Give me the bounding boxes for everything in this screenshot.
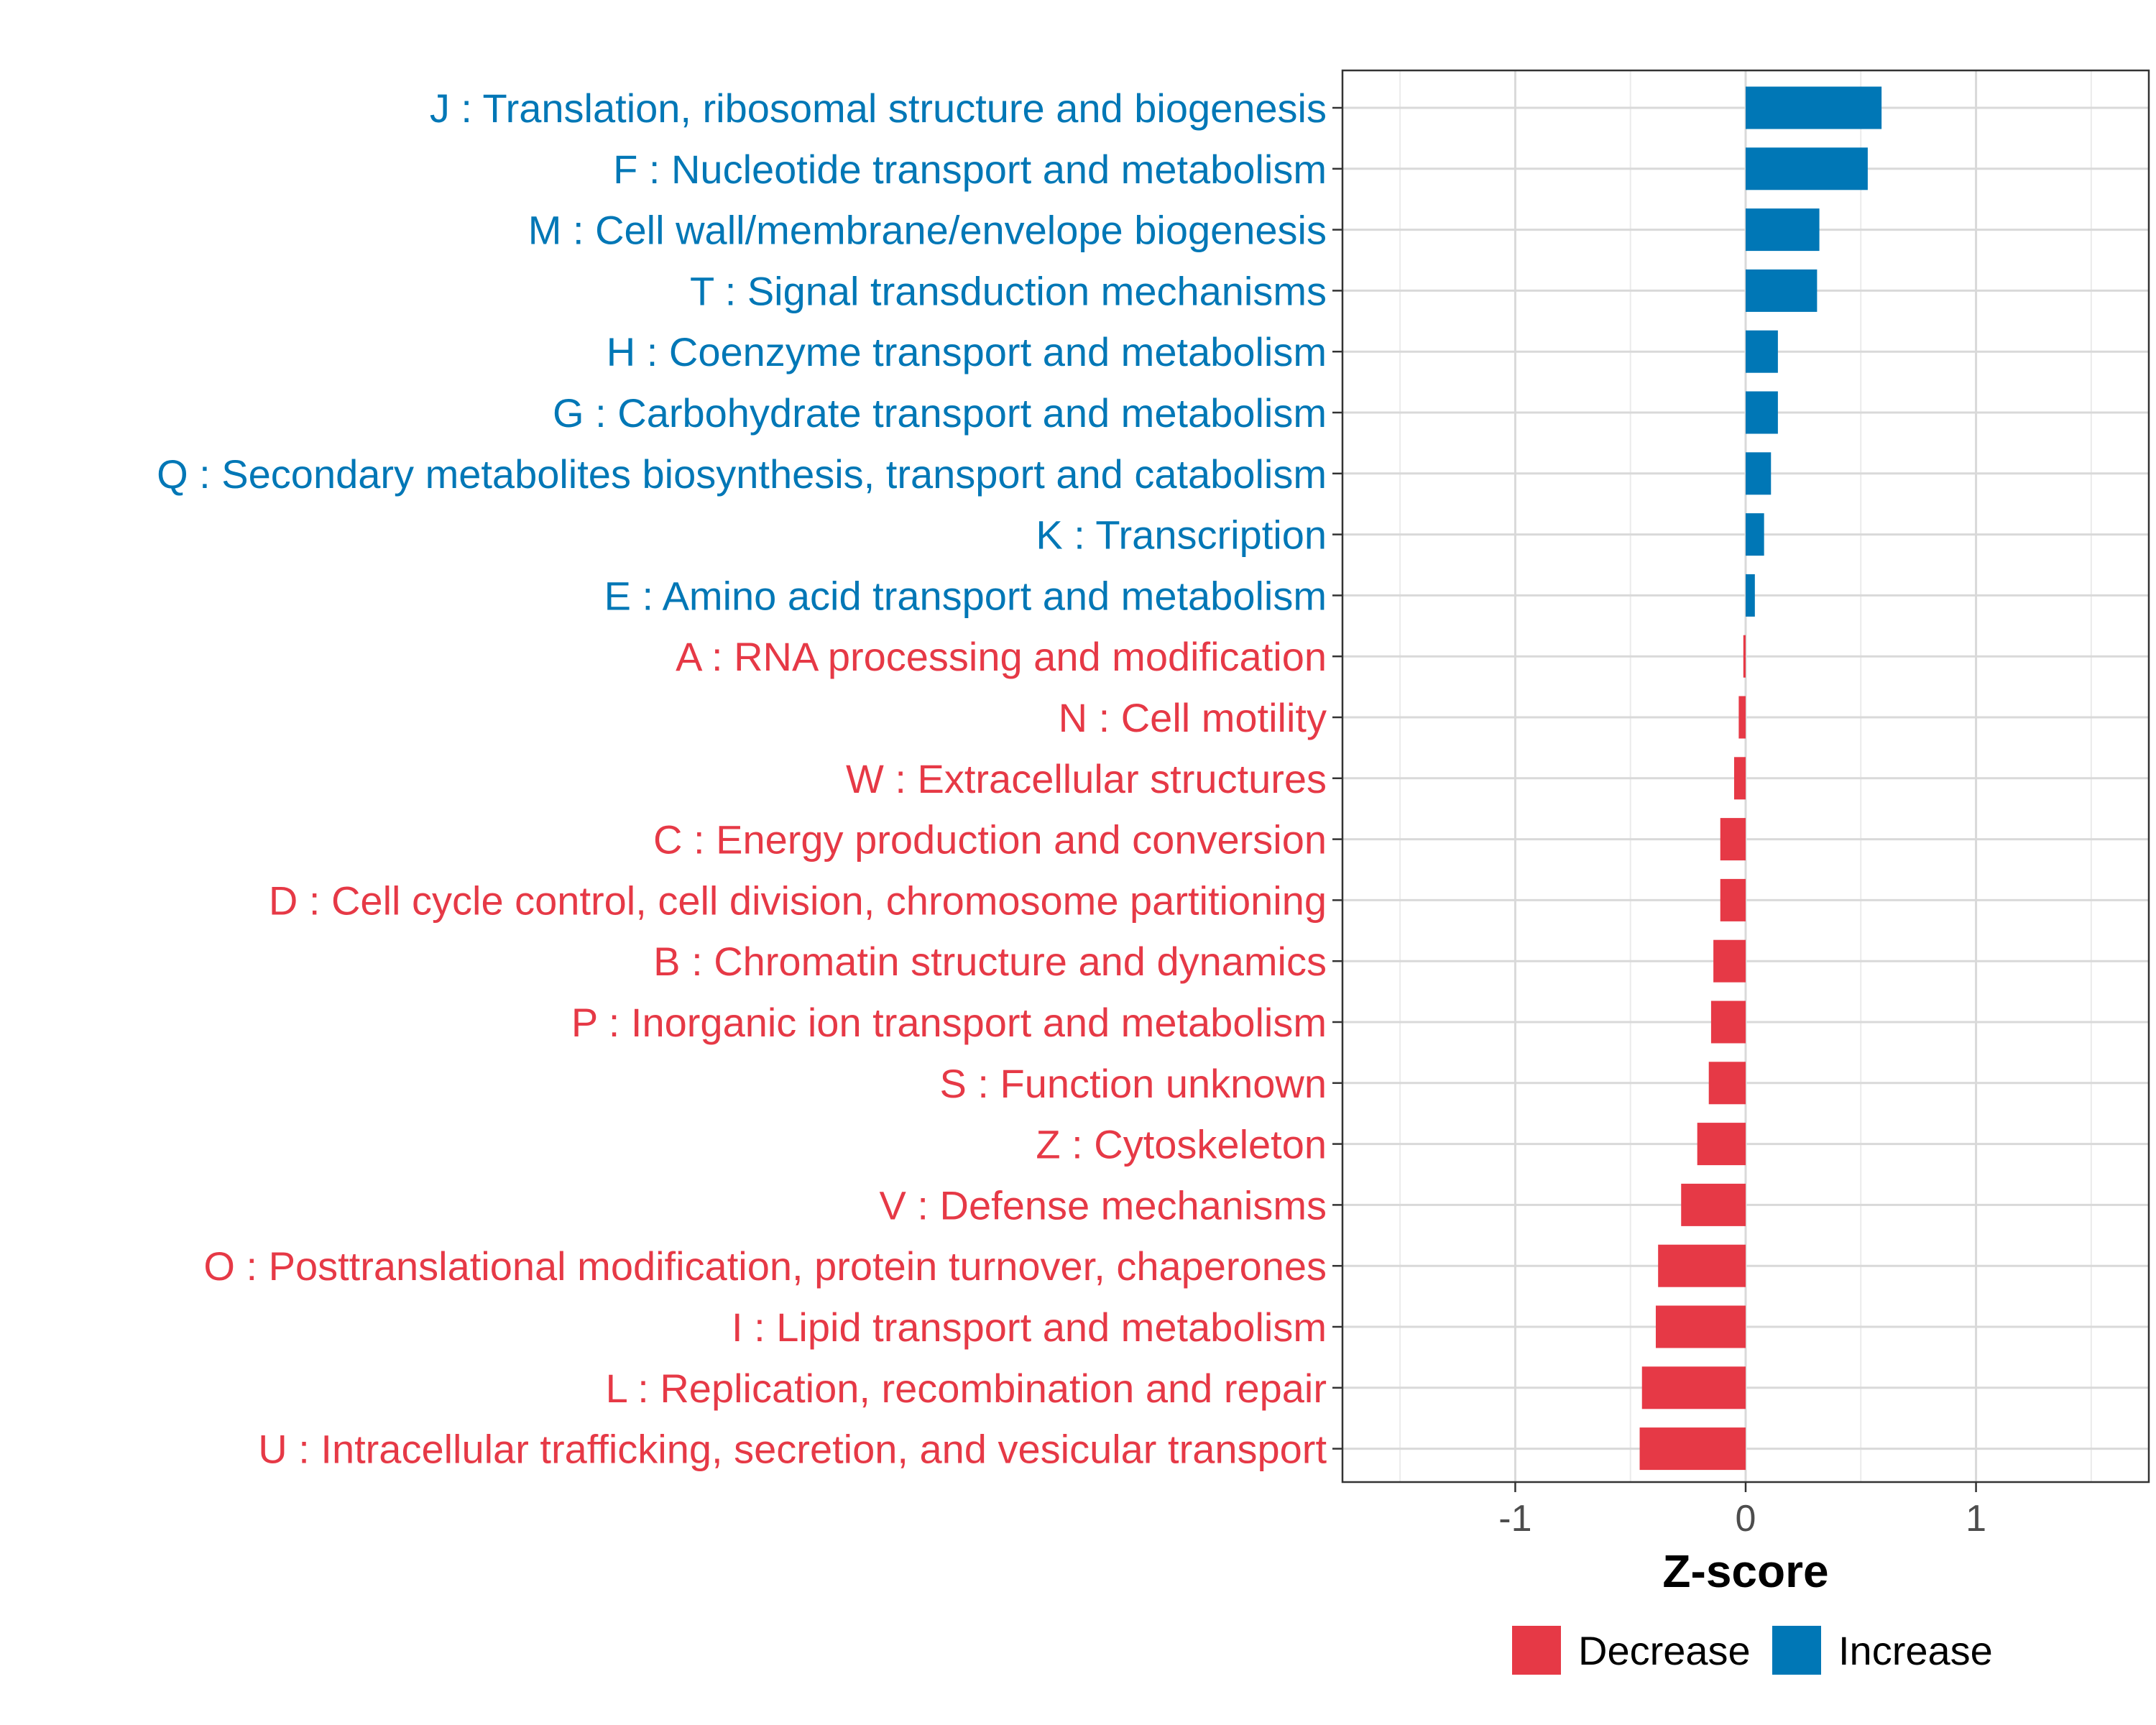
- category-label: D : Cell cycle control, cell division, c…: [269, 878, 1327, 923]
- category-label: Z : Cytoskeleton: [1036, 1122, 1327, 1167]
- bar-d: [1720, 878, 1746, 921]
- category-label: L : Replication, recombination and repai…: [606, 1366, 1327, 1411]
- bar-o: [1658, 1244, 1746, 1287]
- bar-v: [1681, 1183, 1746, 1226]
- bar-p: [1710, 1000, 1746, 1044]
- legend-key-increase: [1772, 1626, 1821, 1675]
- category-label: E : Amino acid transport and metabolism: [604, 573, 1327, 618]
- bar-j: [1746, 86, 1882, 129]
- bar-m: [1746, 208, 1820, 252]
- category-label: S : Function unknown: [939, 1061, 1327, 1106]
- bar-q: [1746, 452, 1772, 495]
- category-label: F : Nucleotide transport and metabolism: [613, 147, 1327, 192]
- category-label: Q : Secondary metabolites biosynthesis, …: [157, 451, 1327, 497]
- bar-b: [1713, 939, 1746, 983]
- x-tick-label: 0: [1736, 1498, 1756, 1540]
- category-label: U : Intracellular trafficking, secretion…: [258, 1427, 1327, 1472]
- x-axis-ticks: -1 0 1: [1498, 1482, 1986, 1540]
- category-label: C : Energy production and conversion: [653, 817, 1327, 862]
- legend-label-decrease: Decrease: [1578, 1628, 1751, 1673]
- bar-l: [1641, 1366, 1746, 1409]
- category-label: J : Translation, ribosomal structure and…: [430, 86, 1327, 131]
- legend-key-decrease: [1512, 1626, 1561, 1675]
- category-label: M : Cell wall/membrane/envelope biogenes…: [528, 208, 1327, 253]
- category-label: B : Chromatin structure and dynamics: [653, 939, 1327, 984]
- category-label: A : RNA processing and modification: [676, 634, 1327, 679]
- legend: Decrease Increase: [1512, 1626, 1993, 1675]
- x-axis-title: Z-score: [1662, 1545, 1828, 1597]
- legend-label-increase: Increase: [1838, 1628, 1993, 1673]
- category-label: H : Coenzyme transport and metabolism: [607, 329, 1327, 374]
- bar-u: [1639, 1427, 1746, 1471]
- bar-s: [1708, 1062, 1746, 1105]
- bar-i: [1655, 1305, 1746, 1348]
- bar-t: [1746, 269, 1818, 312]
- x-tick-label: 1: [1966, 1498, 1986, 1540]
- bar-g: [1746, 391, 1778, 434]
- bar-h: [1746, 330, 1778, 373]
- y-axis-ticks: [1332, 106, 1342, 1450]
- bar-z: [1697, 1123, 1746, 1166]
- category-label: N : Cell motility: [1059, 695, 1327, 740]
- x-tick-label: -1: [1498, 1498, 1531, 1540]
- bar-w: [1733, 757, 1746, 800]
- bar-c: [1720, 818, 1746, 861]
- category-label: P : Inorganic ion transport and metaboli…: [571, 1000, 1327, 1045]
- bar-k: [1746, 513, 1764, 556]
- category-label: K : Transcription: [1036, 512, 1327, 558]
- bar-e: [1746, 574, 1755, 617]
- category-label: G : Carbohydrate transport and metabolis…: [553, 390, 1327, 436]
- bars: [1639, 86, 1882, 1471]
- category-label: O : Posttranslational modification, prot…: [203, 1243, 1327, 1289]
- bar-f: [1746, 147, 1868, 190]
- category-label: T : Signal transduction mechanisms: [690, 268, 1327, 313]
- category-label: I : Lipid transport and metabolism: [732, 1305, 1327, 1350]
- category-label: V : Defense mechanisms: [880, 1182, 1327, 1228]
- category-label: W : Extracellular structures: [846, 756, 1327, 801]
- bar-a: [1743, 635, 1746, 678]
- category-labels: J : Translation, ribosomal structure and…: [157, 86, 1327, 1472]
- bar-n: [1738, 696, 1746, 739]
